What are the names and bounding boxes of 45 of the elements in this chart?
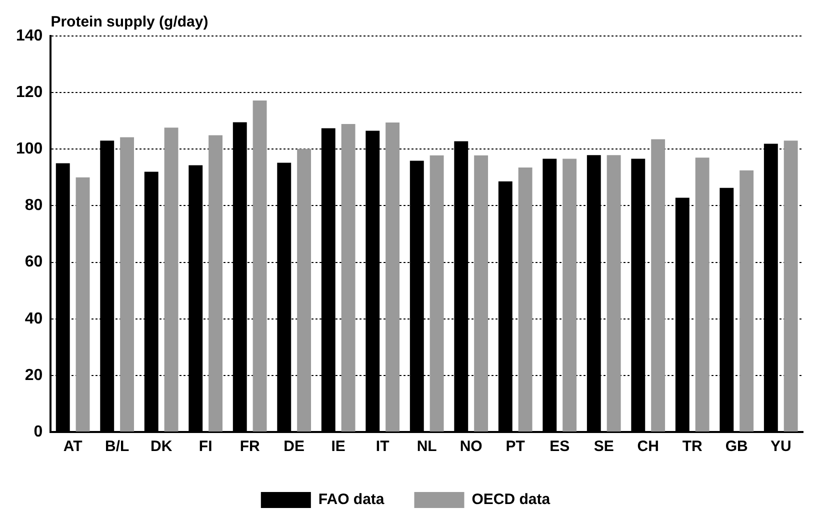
x-tick-label: YU <box>770 438 792 456</box>
bar <box>430 155 444 432</box>
x-tick-label: AT <box>63 438 82 456</box>
bar <box>695 158 710 432</box>
legend-label: FAO data <box>318 491 385 508</box>
y-tick-label: 140 <box>16 27 43 44</box>
bar <box>120 137 134 432</box>
y-tick-label: 80 <box>24 197 43 214</box>
x-tick-label: NL <box>416 438 437 456</box>
bar <box>740 170 754 432</box>
bar <box>784 140 798 432</box>
x-tick-label: DE <box>284 438 305 456</box>
x-tick-label: NO <box>460 438 483 456</box>
bar <box>252 100 267 432</box>
x-tick-label: PT <box>506 438 525 456</box>
x-tick-label: FI <box>198 438 212 456</box>
bar <box>606 155 621 432</box>
x-tick-label: B/L <box>104 438 130 456</box>
bar <box>164 128 178 432</box>
x-tick-label: ES <box>550 438 570 456</box>
bar <box>76 177 90 432</box>
x-tick-label: GB <box>725 438 748 456</box>
x-tick-label: DK <box>150 438 172 456</box>
bar <box>474 155 488 432</box>
bar <box>518 168 532 432</box>
x-tick-label: TR <box>682 438 703 456</box>
bar <box>651 139 666 432</box>
x-tick-label: FR <box>240 438 260 456</box>
x-tick-label: IE <box>331 438 346 456</box>
legend-label: OECD data <box>472 491 551 508</box>
y-tick-label: 100 <box>16 140 43 158</box>
bar <box>208 135 223 432</box>
y-tick-label: 40 <box>24 310 43 328</box>
y-tick-label: 60 <box>24 254 43 271</box>
x-tick-label: CH <box>637 438 659 456</box>
y-tick-label: 120 <box>16 84 43 101</box>
bar <box>386 122 400 432</box>
bar <box>341 124 356 432</box>
x-tick-label: IT <box>376 438 390 456</box>
y-tick-label: 0 <box>34 423 43 440</box>
x-tick-label: SE <box>594 438 614 456</box>
y-axis-title: Protein supply (g/day) <box>50 14 208 31</box>
bar <box>562 158 577 432</box>
bar <box>297 148 312 432</box>
y-tick-label: 20 <box>24 366 43 384</box>
